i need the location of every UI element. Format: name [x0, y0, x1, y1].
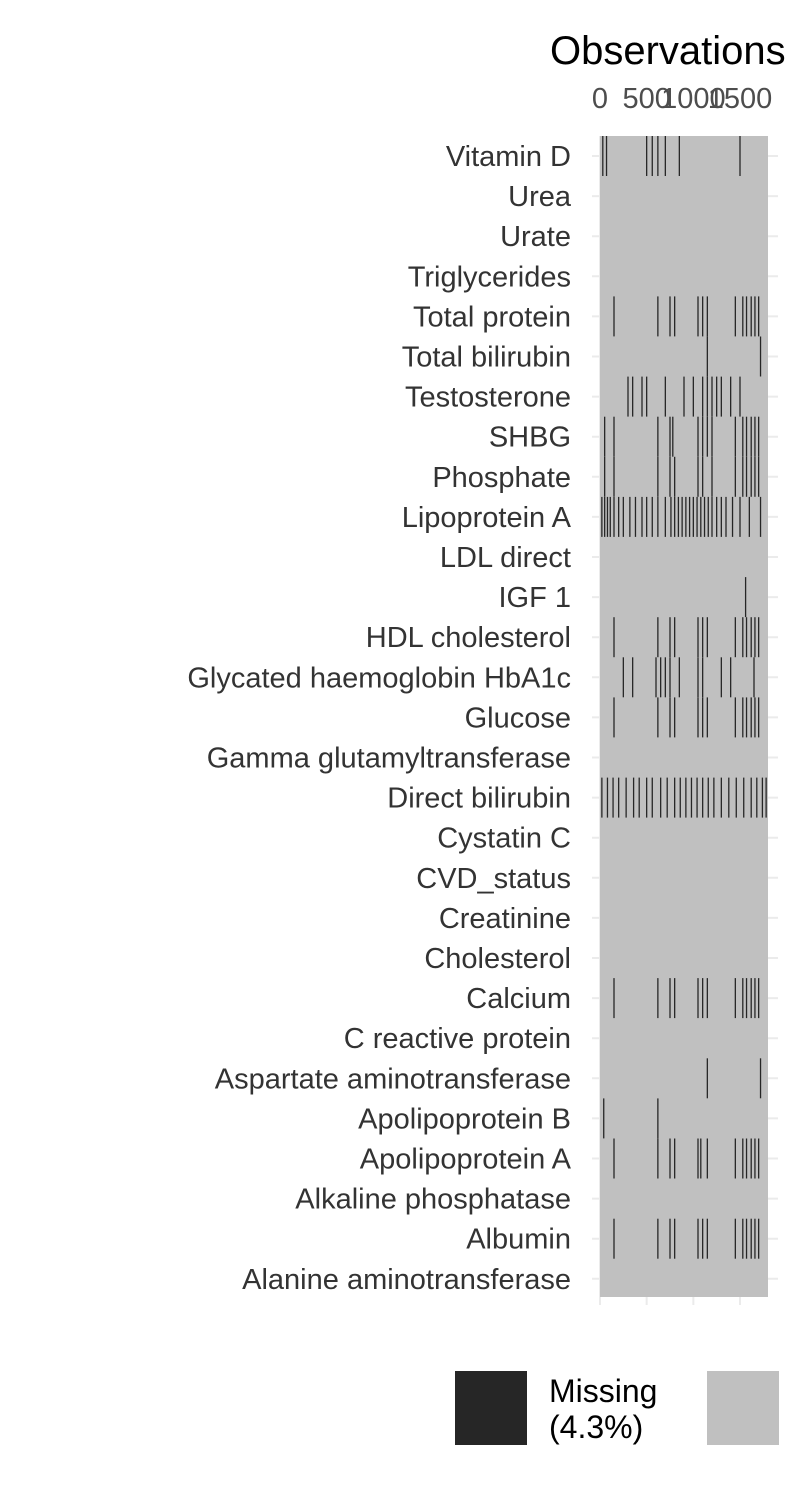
variable-label: Alanine aminotransferase — [242, 1264, 571, 1296]
variable-label: Cystatin C — [437, 823, 571, 855]
variable-label: Triglycerides — [408, 261, 571, 293]
variable-label: HDL cholesterol — [366, 622, 571, 654]
chart-title: Observations — [550, 29, 786, 73]
variable-label: C reactive protein — [344, 1023, 571, 1055]
variable-label: Direct bilirubin — [387, 783, 571, 815]
legend: Missing(4.3%) — [455, 1371, 779, 1445]
variable-labels: Vitamin D Urea Urate Triglycerides Total pro… — [187, 141, 572, 1296]
variable-label: Creatinine — [439, 903, 571, 935]
variable-label: Aspartate aminotransferase — [215, 1063, 571, 1095]
variable-label: IGF 1 — [498, 582, 571, 614]
variable-label: CVD_status — [416, 863, 571, 895]
variable-label: SHBG — [489, 422, 571, 454]
x-tick-label: 1000 — [661, 83, 726, 115]
variable-label: Albumin — [466, 1224, 571, 1256]
x-tick-label: 1500 — [708, 83, 773, 115]
legend-label: Missing — [549, 1373, 657, 1409]
variable-label: Gamma glutamyltransferase — [207, 743, 571, 775]
variable-label: Glycated haemoglobin HbA1c — [187, 662, 571, 694]
variable-label: Testosterone — [405, 382, 571, 414]
legend-swatch — [455, 1371, 527, 1445]
variable-label: Total protein — [413, 301, 571, 333]
variable-label: Cholesterol — [424, 943, 571, 975]
variable-label: Phosphate — [432, 462, 571, 494]
present-region — [600, 136, 768, 1297]
variable-label: Alkaline phosphatase — [295, 1184, 571, 1216]
legend-swatch — [707, 1371, 779, 1445]
variable-label: Apolipoprotein A — [360, 1144, 572, 1176]
variable-label: Urea — [508, 181, 572, 213]
variable-label: LDL direct — [440, 542, 571, 574]
variable-label: Urate — [500, 221, 571, 253]
variable-label: Calcium — [466, 983, 571, 1015]
variable-label: Total bilirubin — [402, 342, 571, 374]
x-tick-label: 500 — [622, 83, 670, 115]
x-tick-label: 0 — [592, 83, 608, 115]
variable-label: Lipoprotein A — [402, 502, 572, 534]
variable-label: Glucose — [465, 702, 571, 734]
variable-label: Vitamin D — [446, 141, 571, 173]
legend-label: (4.3%) — [549, 1409, 643, 1445]
variable-label: Apolipoprotein B — [358, 1103, 571, 1135]
missing-marks — [601, 136, 767, 1259]
